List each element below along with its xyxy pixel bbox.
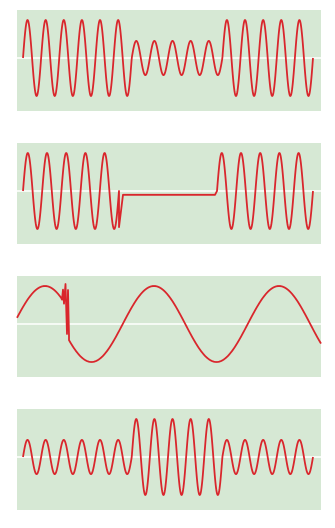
waveform-1 [22,19,314,97]
waveform-4 [22,418,314,496]
waveform-panel-2 [17,143,321,244]
waveform-panel-1 [17,10,321,111]
waveform-panel-3 [16,276,322,377]
waveform-plot-4 [17,418,321,496]
waveform-2 [22,152,314,230]
waveform-panel-4 [17,409,321,510]
waveform-plot-1 [17,19,321,97]
waveform-plot-2 [17,152,321,230]
waveform-3 [16,283,322,363]
waveform-plot-3 [16,283,322,363]
